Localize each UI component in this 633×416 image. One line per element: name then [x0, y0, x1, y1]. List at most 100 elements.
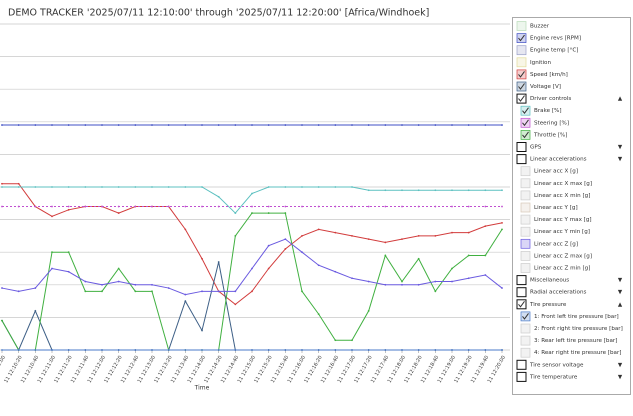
legend-checkbox[interactable] [520, 178, 531, 189]
legend-label[interactable]: 2: Front right tire pressure [bar] [534, 326, 623, 332]
legend-checkbox[interactable] [520, 323, 531, 334]
legend-checkbox[interactable] [516, 57, 527, 68]
legend-label[interactable]: Linear acc X max [g] [534, 181, 592, 187]
legend-label[interactable]: Linear acc Y [g] [534, 205, 578, 211]
series-point [334, 124, 337, 126]
legend-label[interactable]: Tire temperature [529, 374, 578, 380]
legend-arrow[interactable]: ▼ [618, 157, 623, 163]
series-point [84, 124, 87, 126]
legend-checkbox[interactable] [516, 154, 527, 165]
check-mark [522, 131, 529, 139]
series-point [484, 254, 487, 257]
legend-checkbox[interactable] [516, 69, 527, 80]
legend-arrow[interactable]: ▼ [618, 278, 623, 284]
series-point [251, 124, 253, 126]
legend-label[interactable]: Linear accelerations [530, 157, 587, 163]
legend-label[interactable]: Linear acc Z [g] [534, 241, 578, 247]
legend-checkbox[interactable] [520, 214, 531, 225]
series-point [301, 235, 303, 237]
legend-checkbox[interactable] [520, 238, 531, 249]
series-point [484, 349, 487, 351]
legend-checkbox[interactable] [516, 371, 527, 382]
legend-checkbox[interactable] [516, 275, 527, 286]
legend-checkbox[interactable] [520, 105, 531, 116]
legend-checkbox[interactable] [516, 142, 527, 152]
legend-checkbox[interactable] [516, 21, 527, 31]
legend-checkbox[interactable] [520, 117, 531, 128]
legend-checkbox[interactable] [520, 311, 531, 322]
series-point [234, 290, 237, 293]
legend-arrow[interactable]: ▼ [618, 362, 623, 368]
legend-checkbox[interactable] [520, 347, 531, 358]
series-point [251, 192, 253, 195]
legend-checkbox[interactable] [516, 45, 527, 56]
series-point [434, 280, 437, 283]
series-point [417, 349, 420, 351]
legend-arrow[interactable]: ▼ [618, 145, 623, 151]
check-mark [518, 301, 525, 308]
legend-arrow[interactable]: ▼ [618, 290, 623, 296]
legend-checkbox[interactable] [520, 190, 531, 201]
legend-checkbox[interactable] [520, 335, 531, 346]
legend-checkbox[interactable] [516, 359, 527, 370]
legend-checkbox[interactable] [516, 33, 527, 43]
legend-label[interactable]: GPS [530, 145, 542, 151]
series-point [284, 248, 287, 250]
legend-label[interactable]: Throttle [%] [533, 132, 567, 138]
legend-label[interactable]: Tire sensor voltage [529, 362, 584, 368]
legend-label[interactable]: Steering [%] [534, 120, 569, 126]
series-point [1, 182, 3, 185]
legend-label[interactable]: Linear acc X [g] [534, 169, 578, 175]
series-point [151, 283, 153, 286]
legend-label[interactable]: 4: Rear right tire pressure [bar] [534, 350, 621, 356]
legend-label[interactable]: Miscellaneous [530, 278, 569, 284]
series-point [34, 349, 37, 351]
legend-label[interactable]: Ignition [530, 60, 551, 66]
series-point [467, 124, 470, 126]
legend-arrow[interactable]: ▲ [618, 96, 623, 102]
series-point [251, 267, 253, 270]
series-point [34, 287, 37, 289]
series-point [384, 189, 387, 192]
legend-checkbox[interactable] [516, 81, 527, 92]
legend-label[interactable]: Speed [km/h] [530, 72, 568, 78]
legend-label[interactable]: Engine temp [°C] [530, 48, 578, 54]
series-point [267, 205, 270, 208]
series-point [84, 290, 87, 293]
legend-arrow[interactable]: ▲ [618, 302, 623, 308]
legend-checkbox[interactable] [516, 93, 527, 104]
series-point [384, 241, 387, 244]
legend-label[interactable]: Tire pressure [529, 302, 567, 308]
legend-checkbox[interactable] [520, 251, 531, 261]
series-point [401, 283, 403, 286]
legend-label[interactable]: Linear acc Z min [g] [534, 266, 590, 272]
series-point [301, 290, 303, 293]
legend-label[interactable]: Linear acc Y max [g] [534, 217, 592, 223]
legend-checkbox[interactable] [516, 287, 527, 298]
legend-checkbox[interactable] [520, 263, 531, 273]
legend-label[interactable]: Linear acc Y min [g] [534, 229, 590, 235]
series-point [84, 280, 87, 283]
legend-label[interactable]: Linear acc Z max [g] [534, 253, 592, 259]
legend-arrow[interactable]: ▼ [618, 374, 623, 380]
legend-checkbox[interactable] [520, 130, 531, 140]
legend-label[interactable]: Linear acc X min [g] [534, 193, 590, 199]
legend-label[interactable]: 1: Front left tire pressure [bar] [534, 314, 619, 320]
legend-checkbox[interactable] [520, 166, 531, 177]
series-point [67, 349, 70, 351]
legend-checkbox[interactable] [520, 226, 531, 237]
legend-label[interactable]: Engine revs [RPM] [530, 36, 581, 42]
series-line [2, 183, 503, 305]
legend-label[interactable]: Brake [%] [534, 108, 562, 114]
series-point [267, 124, 270, 126]
legend-label[interactable]: Driver controls [530, 96, 571, 102]
series-point [117, 205, 120, 208]
legend-checkbox[interactable] [516, 299, 527, 310]
legend-label[interactable]: Voltage [V] [530, 84, 561, 90]
series-point [401, 280, 403, 283]
legend-label[interactable]: Radial accelerations [530, 290, 587, 296]
series-point [467, 189, 470, 192]
legend-label[interactable]: Buzzer [530, 24, 550, 30]
legend-checkbox[interactable] [520, 202, 531, 213]
legend-label[interactable]: 3: Rear left tire pressure [bar] [534, 338, 617, 344]
